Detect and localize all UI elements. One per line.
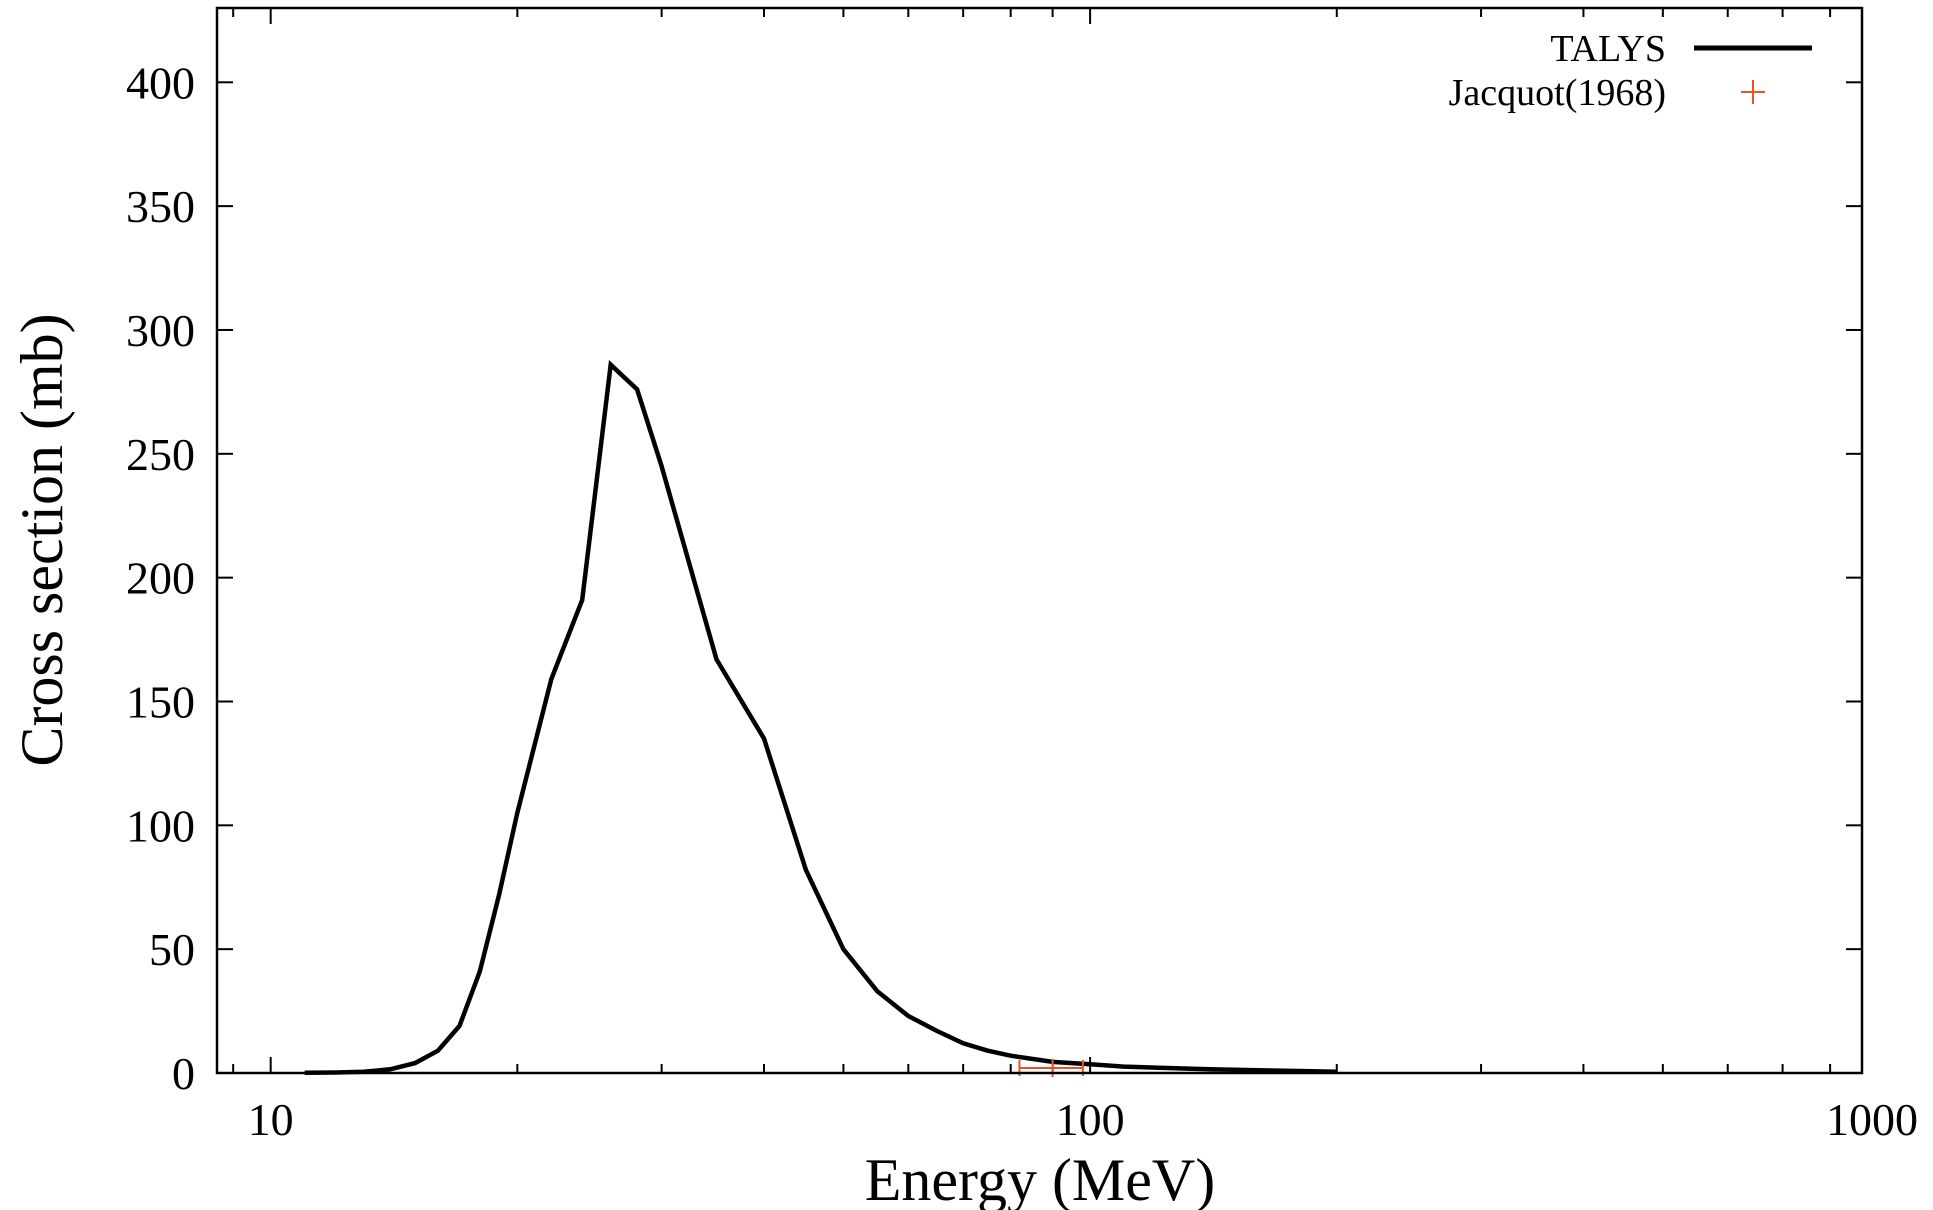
y-tick-label: 350	[126, 181, 195, 232]
y-tick-label: 0	[172, 1048, 195, 1099]
y-tick-label: 150	[126, 676, 195, 727]
plot-frame	[215, 6, 1864, 1075]
y-tick-label: 200	[126, 553, 195, 604]
legend-label-talys: TALYS	[1550, 28, 1666, 70]
y-tick-label: 250	[126, 429, 195, 480]
axis-tick-labels: 0 50 100 150 200 250 300 350 400 10 100 1000	[126, 57, 1918, 1145]
x-tick-label: 10	[248, 1094, 294, 1145]
x-tick-label: 100	[1056, 1094, 1125, 1145]
y-axis-title: Cross section (mb)	[9, 313, 75, 766]
y-tick-label: 400	[126, 57, 195, 108]
y-tick-label: 100	[126, 800, 195, 851]
legend-label-jacquot-1968: Jacquot(1968)	[1449, 72, 1666, 114]
y-tick-label: 50	[149, 924, 195, 975]
x-tick-label: 1000	[1826, 1094, 1918, 1145]
y-tick-label: 300	[126, 305, 195, 356]
x-axis-title: Energy (MeV)	[865, 1147, 1215, 1210]
series-line-talys	[304, 360, 1337, 1076]
